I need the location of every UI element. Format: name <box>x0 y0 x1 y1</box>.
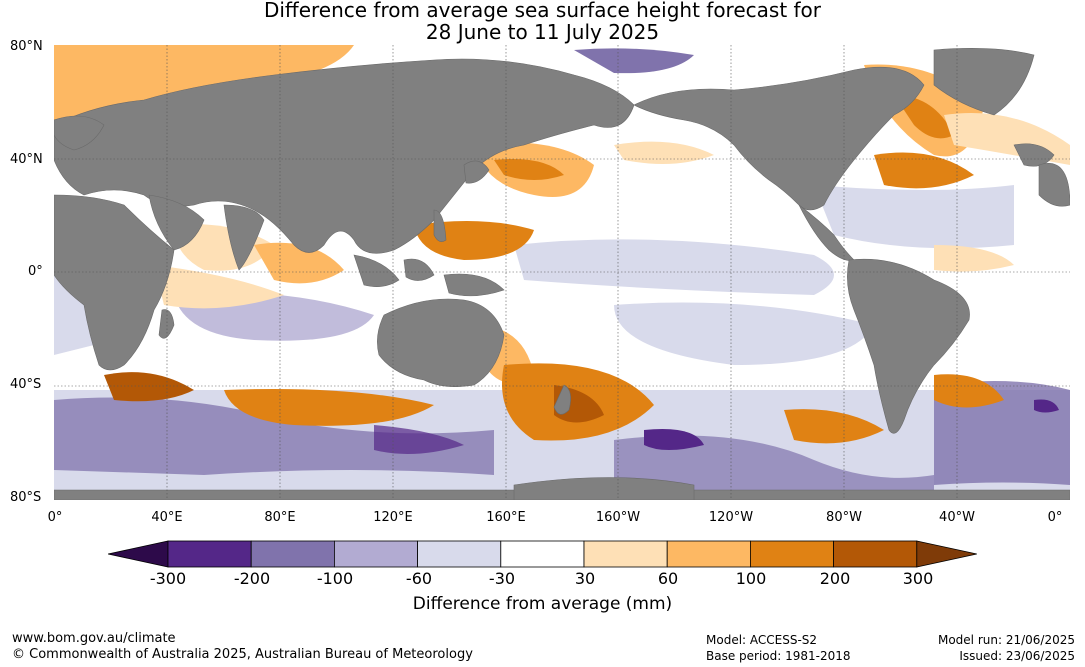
land <box>54 48 1070 500</box>
lat-label-equator: 0° <box>28 264 43 279</box>
colorbar-segment <box>583 540 668 568</box>
colorbar-tick: 100 <box>735 569 767 588</box>
anomaly-south-indian-purple <box>54 397 494 475</box>
land-iberia <box>1038 163 1070 207</box>
land-madagascar <box>158 309 175 339</box>
colorbar-tick: -300 <box>149 569 187 588</box>
colorbar-segment <box>666 540 751 568</box>
land-antarctica-ross <box>513 477 695 500</box>
anomaly-equatorial-pacific <box>514 239 834 295</box>
land-uk <box>1013 143 1055 167</box>
colorbar-segment <box>333 540 418 568</box>
map-svg <box>54 45 1070 500</box>
anomaly-labrador-core <box>894 95 954 139</box>
colorbar <box>108 540 977 568</box>
lat-label-40n: 40°N <box>10 152 43 167</box>
land-borneo <box>403 258 435 281</box>
lon-label-0-left: 0° <box>47 510 63 525</box>
lon-label-120w: 120°W <box>708 510 754 525</box>
colorbar-tick: -60 <box>405 569 433 588</box>
anomaly-gulf-stream <box>874 152 974 189</box>
footer-url: www.bom.gov.au/climate <box>12 631 176 646</box>
anomaly-west-indian <box>154 265 284 309</box>
land-south-america <box>847 258 970 434</box>
colorbar-segment <box>750 540 835 568</box>
colorbar-arrow-high <box>916 540 977 568</box>
colorbar-tick: -100 <box>316 569 354 588</box>
colorbar-segment <box>167 540 252 568</box>
anomaly-north-atlantic-purple <box>814 185 1014 249</box>
lat-label-40s: 40°S <box>10 377 42 392</box>
anomaly-agulhas <box>104 372 194 402</box>
lon-label-80e: 80°E <box>264 510 296 525</box>
lon-label-160e: 160°E <box>486 510 526 525</box>
lat-label-80s: 80°S <box>10 490 42 505</box>
land-scandinavia <box>54 115 105 151</box>
colorbar-tick: 300 <box>902 569 934 588</box>
footer-model: Model: ACCESS-S2 <box>706 633 818 647</box>
map-title-line2: 28 June to 11 July 2025 <box>425 20 660 44</box>
lon-label-80w: 80°W <box>826 510 862 525</box>
lon-label-0-right: 0° <box>1047 510 1063 525</box>
colorbar-segment <box>417 540 502 568</box>
lon-label-120e: 120°E <box>373 510 413 525</box>
colorbar-tick: 60 <box>657 569 679 588</box>
colorbar-arrow-low <box>108 540 169 568</box>
sea-surface-height-map <box>54 45 1070 500</box>
anomaly-south-pacific-dark <box>644 429 704 450</box>
anomaly-se-pacific <box>614 302 874 365</box>
land-north-america <box>633 66 925 211</box>
footer-copyright: © Commonwealth of Australia 2025, Austra… <box>12 647 473 662</box>
land-japan <box>463 160 490 184</box>
lat-label-80n: 80°N <box>10 39 43 54</box>
colorbar-tick: -30 <box>488 569 516 588</box>
lon-label-160w: 160°W <box>595 510 641 525</box>
land-africa <box>54 194 175 371</box>
anomaly-kuroshio-core <box>494 159 564 180</box>
land-arabia <box>148 194 205 251</box>
land-australia <box>377 298 505 387</box>
footer-base-period: Base period: 1981-2018 <box>706 649 851 663</box>
land-new-guinea <box>443 273 505 297</box>
colorbar-tick: 200 <box>819 569 851 588</box>
graticule <box>54 45 1070 500</box>
colorbar-segment <box>833 540 918 568</box>
lon-label-40e: 40°E <box>151 510 183 525</box>
anomaly-agulhas-return <box>224 389 434 426</box>
footer-model-run: Model run: 21/06/2025 <box>937 633 1075 647</box>
footer-issued: Issued: 23/06/2025 <box>959 649 1075 663</box>
land-sumatra-borneo <box>353 254 400 287</box>
anomaly-bay-of-bengal <box>254 242 344 284</box>
land-greenland <box>933 48 1035 116</box>
anomaly-gulf-guinea <box>54 275 94 355</box>
map-title-line1: Difference from average sea surface heig… <box>263 0 822 22</box>
colorbar-tick: 30 <box>574 569 596 588</box>
colorbar-segment <box>250 540 335 568</box>
anomaly-south-pacific-orange <box>784 409 884 444</box>
anomaly-arctic-europe <box>54 45 354 120</box>
anomaly-arctic-purple <box>574 48 694 74</box>
land-philippines <box>433 209 447 242</box>
lon-label-40w: 40°W <box>939 510 975 525</box>
anomaly-brazil-malvinas <box>934 374 1004 408</box>
anomaly-north-pacific-light <box>614 141 714 164</box>
land-new-zealand <box>553 384 571 415</box>
anomaly-tropical-atlantic <box>934 245 1014 272</box>
colorbar-title: Difference from average (mm) <box>412 594 673 614</box>
colorbar-segments <box>108 540 977 568</box>
land-india <box>223 204 265 271</box>
colorbar-tick: -200 <box>233 569 271 588</box>
colorbar-segment <box>500 540 585 568</box>
anomaly-field <box>54 45 1070 490</box>
anomaly-south-atlantic-dark <box>1034 399 1059 413</box>
anomaly-south-indian-dark <box>374 425 464 454</box>
anomaly-south-pacific-purple <box>614 435 934 490</box>
